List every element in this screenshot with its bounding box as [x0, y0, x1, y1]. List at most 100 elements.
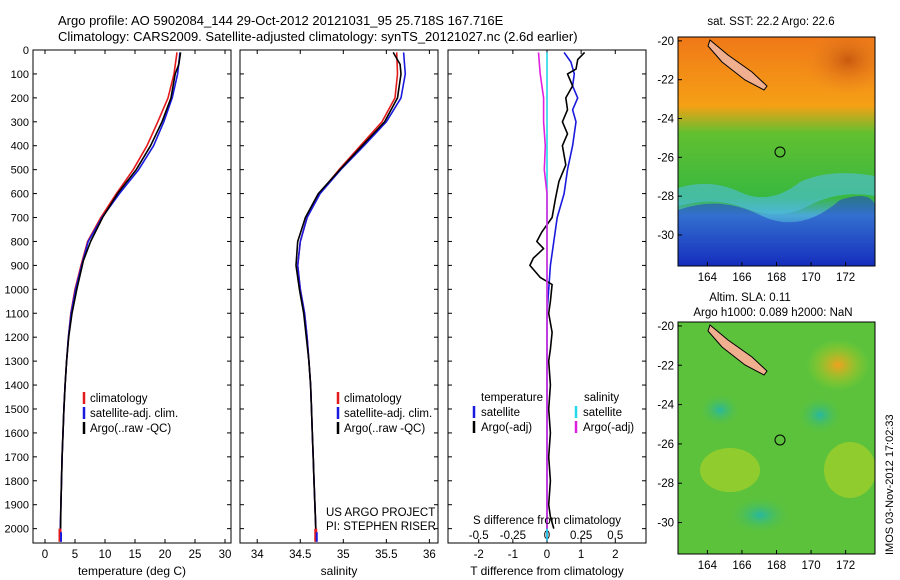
header-line1: Argo profile: AO 5902084_144 29-Oct-2012…: [58, 13, 504, 28]
x-tick-label: 10: [99, 549, 112, 561]
temperature-xlabel: temperature (deg C): [78, 564, 186, 578]
x-tick-label: 2: [612, 549, 618, 561]
sla-high-1: [806, 339, 870, 391]
series-line-argo-raw-qc: [59, 52, 182, 529]
x-tick-label: 15: [129, 549, 142, 561]
x-tick-label: 5: [72, 549, 78, 561]
profile-location-marker: [774, 434, 786, 446]
legend-label-argo: Argo(..raw -QC): [344, 423, 425, 435]
difference-top-xlabel: S difference from climatology: [473, 515, 621, 527]
legend-label-satellite: satellite-adj. clim.: [344, 408, 432, 420]
y-tick-label: 0: [23, 45, 29, 57]
x-tick-label: 1: [578, 549, 584, 561]
series-line-satellite-adj-clim: [59, 52, 181, 541]
legend-label-s-argo: Argo(-adj): [583, 422, 634, 434]
series-line-salinity-argo-adj: [537, 52, 548, 529]
x-tick-label: 34: [251, 549, 264, 561]
sla-low-2: [730, 497, 790, 533]
x-tick-label: -1: [508, 549, 518, 561]
map-lat-label: -30: [657, 230, 674, 242]
sst-cold-eddy: [678, 196, 875, 266]
s-tick-label: -0.25: [500, 530, 526, 542]
sla-low-3: [700, 394, 740, 426]
sla-map: [678, 322, 875, 554]
x-tick-label: 35.5: [375, 549, 397, 561]
sla-high-3: [824, 442, 875, 498]
y-tick-label: 1800: [5, 476, 29, 488]
map-lat-label: -20: [657, 321, 674, 333]
s-tick-label: 0.25: [570, 530, 592, 542]
project-credit: US ARGO PROJECT: [326, 507, 435, 519]
y-tick-label: 1600: [5, 428, 29, 440]
y-tick-label: 1500: [5, 404, 29, 416]
sst-map-title: sat. SST: 22.2 Argo: 22.6: [707, 16, 834, 28]
imos-timestamp: IMOS 03-Nov-2012 17:02:33: [884, 414, 896, 555]
x-tick-label: 20: [159, 549, 172, 561]
temperature-panel-frame: [32, 49, 232, 544]
y-tick-label: 1100: [5, 308, 29, 320]
sla-low-1: [798, 397, 842, 433]
legend-label-climatology: climatology: [90, 393, 148, 405]
legend-label-t-satellite: satellite: [481, 407, 520, 419]
map-lat-label: -22: [657, 75, 674, 87]
series-line-temperature-argo-adj: [529, 51, 586, 529]
map-lat-label: -28: [657, 191, 674, 203]
map-lon-label: 172: [836, 272, 855, 284]
y-tick-label: 1200: [5, 332, 29, 344]
map-lat-label: -20: [657, 36, 674, 48]
y-tick-label: 200: [11, 93, 29, 105]
sst-front: [678, 173, 875, 215]
x-tick-label: 0: [544, 549, 550, 561]
map-lat-label: -22: [657, 360, 674, 372]
s-tick-label: -0.5: [469, 530, 489, 542]
y-tick-label: 700: [11, 213, 29, 225]
legend-label-satellite: satellite-adj. clim.: [90, 408, 178, 420]
y-tick-label: 100: [11, 69, 29, 81]
sla-map-title-2: Argo h1000: 0.089 h2000: NaN: [693, 307, 852, 319]
salinity-legend: climatology satellite-adj. clim. Argo(..…: [336, 392, 432, 435]
y-tick-label: 500: [11, 165, 29, 177]
x-tick-label: 0: [42, 549, 48, 561]
sla-high-2: [700, 448, 760, 492]
map-lat-label: -24: [657, 114, 674, 126]
s-tick-label: 0.5: [607, 530, 623, 542]
x-tick-label: 36: [423, 549, 436, 561]
new-caledonia-island: [707, 39, 768, 91]
legend-label-climatology: climatology: [344, 393, 402, 405]
map-lat-label: -26: [657, 439, 674, 451]
legend-head-temperature: temperature: [481, 392, 543, 404]
y-tick-label: 2000: [5, 524, 29, 536]
difference-legend: temperature salinity satellite Argo(-adj…: [472, 392, 634, 434]
y-tick-label: 1300: [5, 356, 29, 368]
series-line-argo-raw-qc: [295, 52, 402, 529]
map-lat-label: -30: [657, 518, 674, 530]
y-tick-label: 400: [11, 141, 29, 153]
legend-label-s-satellite: satellite: [583, 407, 622, 419]
map-lat-label: -26: [657, 152, 674, 164]
map-lon-label: 168: [767, 560, 786, 572]
salinity-xlabel: salinity: [321, 564, 358, 578]
header-line2: Climatology: CARS2009. Satellite-adjuste…: [58, 29, 578, 44]
sst-map: [678, 37, 875, 266]
map-lon-label: 166: [732, 272, 751, 284]
x-tick-label: 34.5: [289, 549, 311, 561]
y-tick-label: 1700: [5, 452, 29, 464]
difference-xlabel: T difference from climatology: [470, 564, 624, 578]
legend-label-argo: Argo(..raw -QC): [90, 423, 171, 435]
x-tick-label: 35: [337, 549, 350, 561]
map-lon-label: 172: [836, 560, 855, 572]
map-lon-label: 168: [767, 272, 786, 284]
x-tick-label: 30: [219, 549, 232, 561]
legend-head-salinity: salinity: [584, 392, 619, 404]
map-lon-label: 164: [698, 272, 718, 284]
temperature-legend: climatology satellite-adj. clim. Argo(..…: [82, 392, 178, 435]
map-lon-label: 170: [801, 272, 820, 284]
legend-label-t-argo: Argo(-adj): [481, 422, 532, 434]
sla-map-title-1: Altim. SLA: 0.11: [709, 292, 791, 304]
map-lon-label: 170: [801, 560, 820, 572]
x-tick-label: -2: [474, 549, 484, 561]
pi-credit: PI: STEPHEN RISER: [326, 521, 436, 533]
sst-warm-patch: [803, 37, 875, 95]
x-tick-label: 25: [189, 549, 202, 561]
